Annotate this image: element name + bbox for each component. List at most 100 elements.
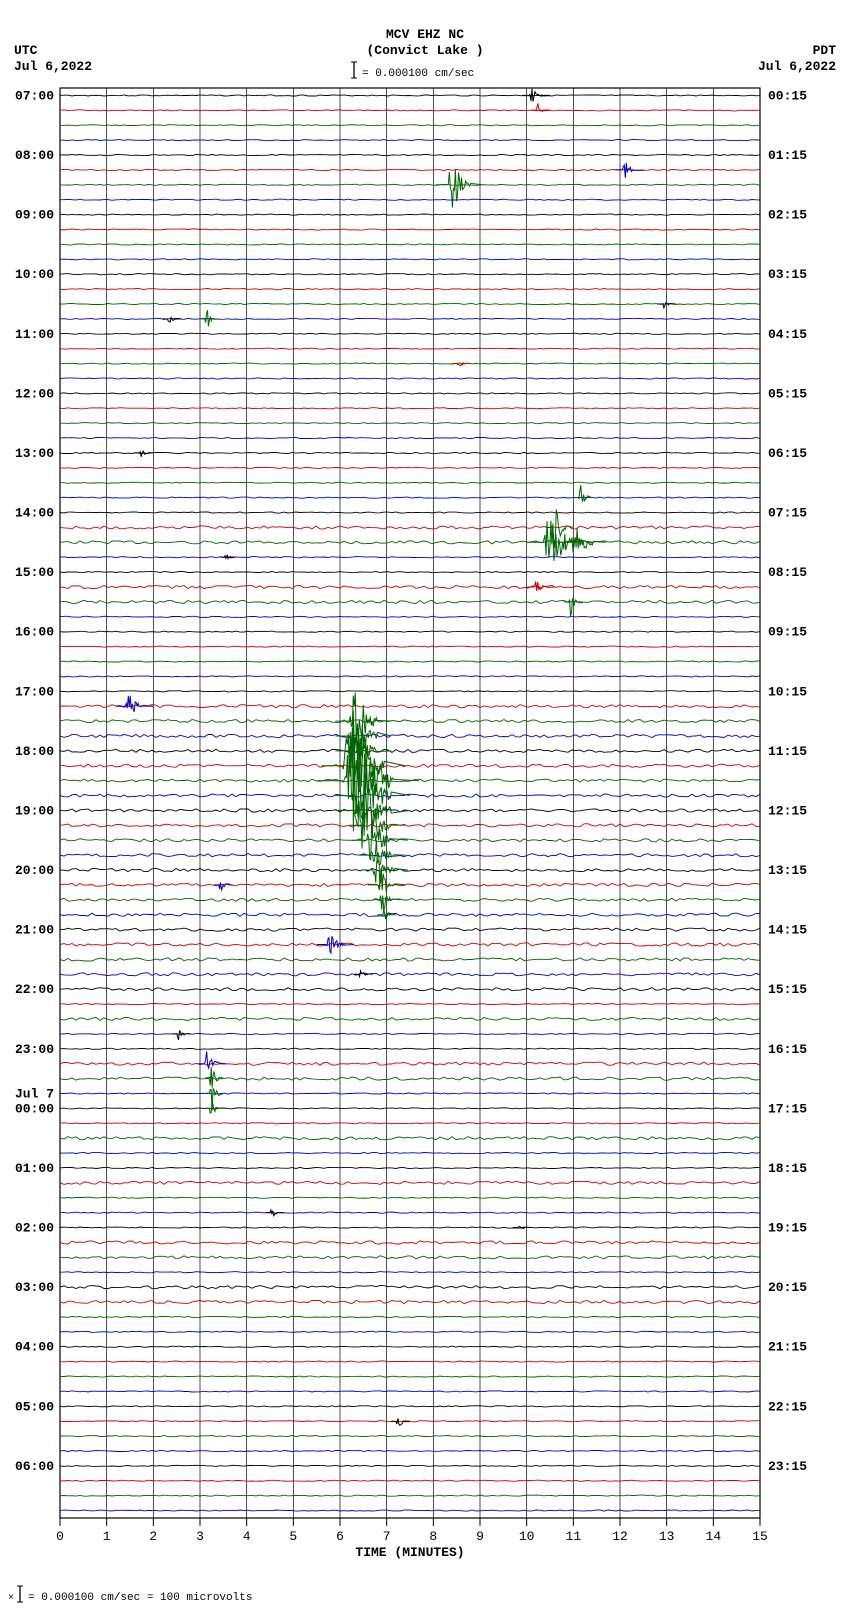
- trace-line: [60, 1376, 760, 1377]
- trace-line: [60, 557, 760, 558]
- trace-line: [60, 600, 760, 603]
- trace-line: [60, 199, 760, 200]
- station-title: MCV EHZ NC: [386, 27, 464, 42]
- trace-line: [60, 169, 760, 170]
- trace-line: [60, 764, 760, 767]
- x-tick-label: 10: [519, 1529, 535, 1544]
- trace-line: [60, 1108, 760, 1109]
- trace-line: [60, 363, 760, 364]
- pdt-time-label: 19:15: [768, 1221, 807, 1236]
- trace-line: [60, 572, 760, 573]
- trace-line: [60, 497, 760, 498]
- pdt-date: Jul 6,2022: [758, 59, 836, 74]
- pdt-time-label: 11:15: [768, 744, 807, 759]
- utc-time-label: 10:00: [15, 267, 54, 282]
- trace-line: [60, 1436, 760, 1437]
- trace-line: [60, 1465, 760, 1466]
- trace-line: [60, 408, 760, 409]
- trace-line: [60, 1212, 760, 1213]
- utc-time-label: 08:00: [15, 148, 54, 163]
- trace-line: [60, 452, 760, 453]
- x-tick-label: 3: [196, 1529, 204, 1544]
- trace-line: [60, 616, 760, 617]
- utc-time-label: 01:00: [15, 1161, 54, 1176]
- trace-line: [60, 1510, 760, 1511]
- x-tick-label: 8: [429, 1529, 437, 1544]
- pdt-time-label: 04:15: [768, 327, 807, 342]
- x-tick-label: 11: [566, 1529, 582, 1544]
- trace-line: [60, 1227, 760, 1228]
- utc-time-label: 07:00: [15, 88, 54, 103]
- trace-line: [60, 154, 760, 155]
- trace-line: [60, 973, 760, 976]
- utc-time-label: 13:00: [15, 446, 54, 461]
- trace-line: [60, 95, 760, 96]
- trace-line: [60, 1331, 760, 1332]
- pdt-time-label: 07:15: [768, 506, 807, 521]
- seismic-event: [163, 318, 182, 323]
- trace-line: [60, 988, 760, 991]
- seismic-event: [359, 840, 406, 865]
- x-tick-label: 1: [103, 1529, 111, 1544]
- trace-line: [60, 125, 760, 126]
- trace-line: [60, 244, 760, 245]
- pdt-time-label: 01:15: [768, 148, 807, 163]
- seismic-event: [205, 1101, 224, 1113]
- trace-line: [60, 1197, 760, 1198]
- pdt-time-label: 14:15: [768, 923, 807, 938]
- utc-time-label: 16:00: [15, 625, 54, 640]
- trace-line: [60, 1123, 760, 1124]
- seismic-event: [615, 163, 643, 178]
- seismic-event: [531, 104, 550, 112]
- trace-line: [60, 1017, 760, 1020]
- trace-line: [60, 393, 760, 394]
- trace-line: [60, 512, 760, 513]
- utc-time-label: Jul 7: [15, 1086, 54, 1101]
- x-tick-label: 15: [752, 1529, 768, 1544]
- trace-line: [60, 586, 760, 589]
- pdt-time-label: 12:15: [768, 803, 807, 818]
- trace-line: [60, 691, 760, 692]
- pdt-time-label: 17:15: [768, 1101, 807, 1116]
- x-tick-label: 7: [383, 1529, 391, 1544]
- pdt-time-label: 08:15: [768, 565, 807, 580]
- pdt-time-label: 13:15: [768, 863, 807, 878]
- pdt-time-label: 10:15: [768, 684, 807, 699]
- trace-line: [60, 1077, 760, 1080]
- trace-line: [60, 661, 760, 662]
- seismogram-plot: MCV EHZ NC(Convict Lake )UTCJul 6,2022PD…: [0, 0, 850, 1613]
- seismic-event: [198, 1051, 226, 1068]
- trace-line: [60, 749, 760, 752]
- seismic-event: [354, 971, 373, 977]
- trace-line: [60, 274, 760, 275]
- trace-line: [60, 958, 760, 961]
- trace-line: [60, 705, 760, 708]
- x-tick-label: 6: [336, 1529, 344, 1544]
- trace-line: [60, 259, 760, 260]
- utc-time-label: 09:00: [15, 208, 54, 223]
- utc-label: UTC: [14, 43, 38, 58]
- pdt-time-label: 05:15: [768, 386, 807, 401]
- trace-line: [60, 526, 760, 529]
- trace-line: [60, 928, 760, 931]
- scale-text: = 0.000100 cm/sec: [362, 68, 474, 80]
- trace-line: [60, 289, 760, 290]
- trace-line: [60, 229, 760, 230]
- trace-line: [60, 467, 760, 468]
- pdt-time-label: 06:15: [768, 446, 807, 461]
- trace-line: [60, 1093, 760, 1094]
- trace-line: [60, 839, 760, 842]
- trace-line: [60, 1272, 760, 1273]
- seismic-event: [436, 170, 483, 208]
- seismic-event: [172, 1031, 191, 1040]
- trace-line: [60, 1256, 760, 1259]
- trace-line: [60, 1181, 760, 1184]
- pdt-time-label: 21:15: [768, 1340, 807, 1355]
- trace-line: [60, 1241, 760, 1244]
- pdt-time-label: 22:15: [768, 1399, 807, 1414]
- utc-time-label: 14:00: [15, 506, 54, 521]
- trace-line: [60, 898, 760, 901]
- pdt-time-label: 20:15: [768, 1280, 807, 1295]
- x-tick-label: 5: [289, 1529, 297, 1544]
- seismic-event: [221, 555, 236, 558]
